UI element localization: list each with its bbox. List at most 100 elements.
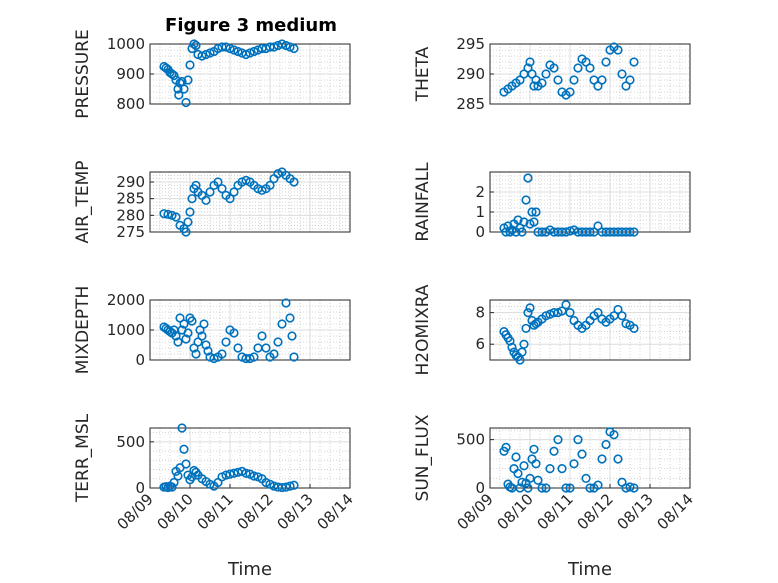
- data-point: [557, 464, 567, 474]
- y-tick-label: 280: [116, 206, 145, 224]
- data-point: [531, 459, 541, 469]
- y-tick-label: 290: [456, 65, 485, 83]
- data-point: [531, 207, 541, 217]
- data-point: [163, 482, 173, 493]
- data-point: [287, 331, 297, 341]
- data-point: [513, 468, 523, 479]
- x-tick-label: 08/11: [534, 490, 577, 533]
- data-point: [553, 75, 563, 85]
- data-point: [173, 84, 183, 94]
- y-tick-label: 285: [456, 95, 485, 113]
- data-point: [173, 337, 183, 347]
- data-point: [625, 75, 635, 85]
- data-point: [181, 97, 191, 108]
- y-tick-label: 500: [116, 433, 145, 451]
- data-point: [221, 337, 231, 347]
- data-point: [174, 90, 184, 100]
- data-point: [533, 475, 543, 485]
- data-point: [289, 352, 299, 362]
- data-point: [177, 423, 187, 433]
- data-point: [285, 481, 295, 491]
- data-point: [521, 323, 531, 334]
- subplot-mixdepth: 0 1000 2000 MIXDEPTH: [73, 286, 351, 375]
- data-point: [569, 75, 579, 85]
- data-point: [501, 442, 511, 452]
- data-point: [545, 464, 555, 474]
- data-point: [565, 483, 575, 493]
- data-point: [181, 227, 191, 237]
- data-point: [501, 227, 511, 237]
- data-point: [241, 49, 251, 60]
- data-point: [629, 57, 639, 67]
- data-point: [527, 207, 537, 217]
- y-tick-label: 900: [116, 65, 145, 83]
- x-tick-label: 08/10: [154, 490, 197, 533]
- data-point: [171, 212, 181, 222]
- data-point: [181, 459, 191, 469]
- subplot-rainfall: 0 1 2 RAINFALL: [413, 162, 691, 242]
- y-tick-label: 295: [456, 35, 485, 53]
- data-point: [233, 46, 243, 57]
- data-point: [183, 75, 193, 85]
- data-point: [289, 480, 299, 490]
- data-point: [541, 69, 551, 79]
- data-point: [233, 343, 243, 353]
- data-point: [513, 215, 523, 225]
- data-point: [191, 40, 201, 51]
- axes-border: [149, 171, 351, 233]
- y-axis-label: H2OMIXRA: [413, 284, 433, 375]
- data-point: [573, 435, 583, 445]
- y-tick-label: 0: [475, 223, 485, 241]
- data-point: [519, 217, 529, 227]
- data-point: [257, 331, 267, 341]
- subplot-theta: 285 290 295 THETA: [413, 35, 691, 113]
- subplot-sun-flux: 0500SUN_FLUX08/0908/1008/1108/1208/1308/…: [413, 414, 697, 580]
- y-axis-label: MIXDEPTH: [73, 286, 93, 375]
- data-point: [525, 303, 535, 313]
- data-point: [289, 177, 299, 187]
- data-point: [561, 227, 571, 237]
- y-tick-label: 2000: [107, 291, 145, 309]
- data-point: [183, 328, 193, 338]
- y-tick-label: 290: [116, 173, 145, 191]
- data-point: [269, 349, 279, 359]
- data-point: [617, 69, 627, 79]
- data-point: [529, 217, 539, 227]
- data-point: [197, 51, 207, 61]
- y-tick-label: 0: [135, 351, 145, 369]
- x-tick-label: 08/11: [194, 490, 237, 533]
- data-point: [537, 483, 547, 493]
- data-point: [521, 195, 531, 205]
- x-tick-label: 08/14: [314, 490, 357, 533]
- data-point: [613, 304, 623, 315]
- data-point: [565, 308, 575, 318]
- data-point: [601, 439, 611, 450]
- data-point: [185, 207, 195, 217]
- data-point: [183, 217, 193, 227]
- data-point: [241, 468, 251, 478]
- data-point: [169, 70, 179, 81]
- data-point: [581, 473, 591, 483]
- data-point: [281, 298, 291, 308]
- data-point: [617, 311, 627, 321]
- data-point: [229, 187, 239, 197]
- data-point: [289, 43, 299, 54]
- data-point: [517, 227, 527, 237]
- data-point: [191, 349, 201, 359]
- data-point: [225, 43, 235, 54]
- y-tick-label: 285: [116, 190, 145, 208]
- axes-border: [149, 427, 351, 489]
- data-point: [625, 482, 635, 492]
- x-tick-label: 08/12: [234, 490, 277, 533]
- y-axis-label: AIR_TEMP: [73, 161, 93, 244]
- data-point: [245, 48, 255, 58]
- data-point: [593, 480, 603, 490]
- data-point: [625, 227, 635, 237]
- data-point: [229, 45, 239, 55]
- data-point: [187, 194, 197, 204]
- data-point: [173, 471, 183, 481]
- data-point: [629, 227, 639, 237]
- data-point: [199, 319, 209, 329]
- data-point: [565, 87, 575, 97]
